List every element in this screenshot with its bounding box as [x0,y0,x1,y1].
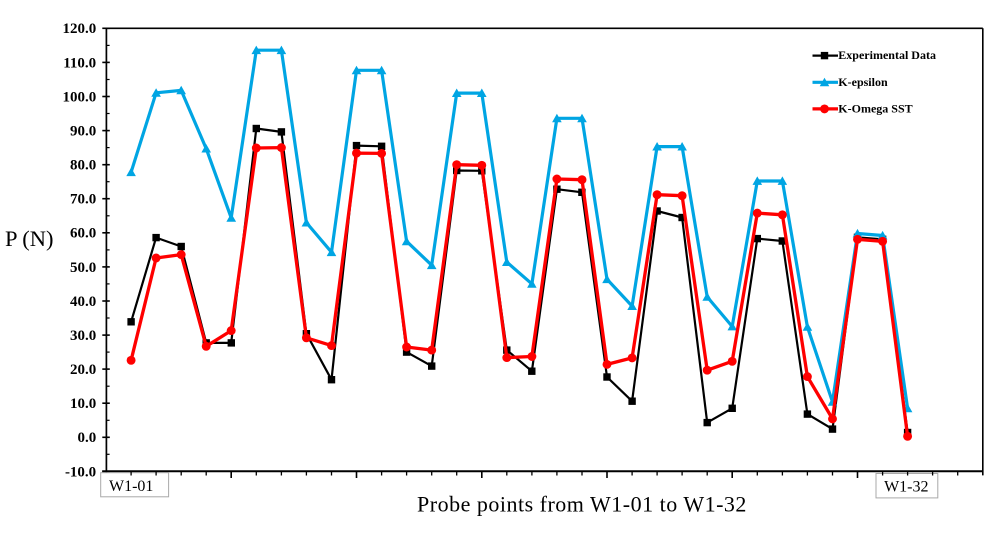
svg-text:W1-01: W1-01 [109,478,153,495]
svg-text:P (N): P (N) [5,226,54,251]
svg-text:10.0: 10.0 [70,396,96,412]
svg-text:Probe points from W1-01 to W1-: Probe points from W1-01 to W1-32 [417,492,747,517]
svg-text:40.0: 40.0 [70,294,96,310]
svg-text:70.0: 70.0 [70,192,96,208]
svg-text:Experimental Data: Experimental Data [838,48,936,62]
svg-text:60.0: 60.0 [70,226,96,242]
svg-text:80.0: 80.0 [70,158,96,174]
svg-text:90.0: 90.0 [70,124,96,140]
svg-text:120.0: 120.0 [62,21,96,37]
svg-text:W1-32: W1-32 [884,479,928,496]
svg-text:110.0: 110.0 [63,55,96,71]
svg-text:100.0: 100.0 [62,89,96,105]
svg-text:50.0: 50.0 [70,260,96,276]
svg-text:0.0: 0.0 [77,430,96,446]
svg-text:-10.0: -10.0 [65,464,96,480]
svg-text:K-epsilon: K-epsilon [838,75,888,89]
svg-text:30.0: 30.0 [70,328,96,344]
svg-text:20.0: 20.0 [70,362,96,378]
svg-text:K-Omega SST: K-Omega SST [838,102,912,116]
